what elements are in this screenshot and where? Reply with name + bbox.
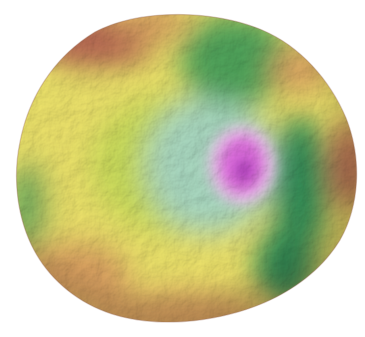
geoid-render	[15, 13, 358, 323]
image-canvas	[15, 13, 358, 323]
geoid-surface	[16, 14, 357, 323]
